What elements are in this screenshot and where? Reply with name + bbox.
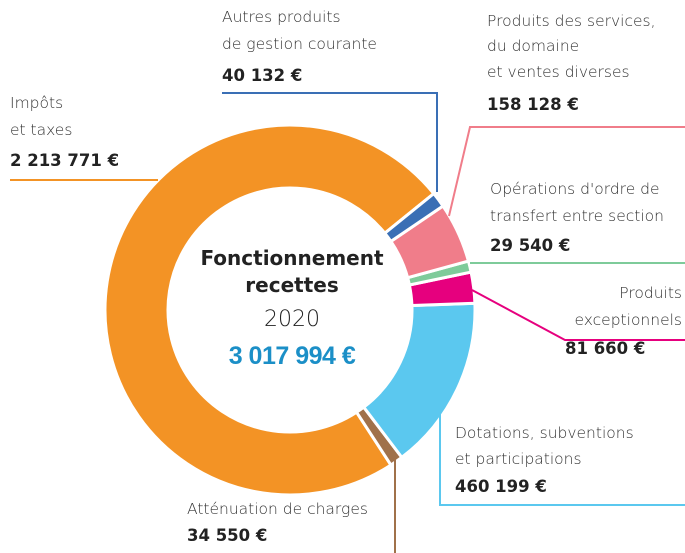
slice-label: transfert entre section bbox=[490, 207, 664, 225]
center-total: 3 017 994 € bbox=[229, 342, 356, 370]
slice-label: Produits bbox=[619, 284, 682, 302]
donut-slice bbox=[388, 203, 471, 280]
value-label: 2 213 771 € bbox=[10, 151, 119, 170]
slice-label: du domaine bbox=[487, 37, 579, 55]
slice-label: Autres produits bbox=[222, 8, 341, 26]
donut-slice bbox=[382, 191, 446, 244]
leader-line bbox=[439, 398, 685, 506]
slice-label: Produits des services, bbox=[487, 12, 656, 30]
donut-slice bbox=[103, 123, 436, 497]
slice-label: et participations bbox=[455, 450, 582, 468]
slice-label: Opérations d'ordre de bbox=[490, 180, 660, 198]
donut-slice bbox=[361, 301, 477, 460]
slice-label: et ventes diverses bbox=[487, 63, 630, 81]
leader-line bbox=[471, 289, 685, 341]
labels: Autres produits de gestion courante 40 132… bbox=[10, 8, 685, 553]
value-label: 460 199 € bbox=[455, 477, 547, 496]
value-label: 40 132 € bbox=[222, 66, 302, 85]
center-title: Fonctionnement bbox=[200, 246, 384, 270]
slice-label: de gestion courante bbox=[222, 35, 377, 53]
center-year: 2020 bbox=[264, 307, 320, 332]
donut-slice bbox=[407, 270, 477, 308]
slice-label: Atténuation de charges bbox=[187, 500, 368, 518]
leader-line bbox=[448, 126, 685, 217]
slice-label: Impôts bbox=[10, 94, 63, 112]
slice-label: exceptionnels bbox=[575, 311, 683, 329]
value-label: 29 540 € bbox=[490, 236, 570, 255]
center-title: recettes bbox=[245, 273, 338, 297]
slice-label: Dotations, subventions bbox=[455, 424, 634, 442]
value-label: 81 660 € bbox=[565, 339, 645, 358]
value-label: 34 550 € bbox=[187, 526, 267, 545]
slice-label: et taxes bbox=[10, 121, 72, 139]
leader-line bbox=[222, 92, 438, 192]
value-label: 158 128 € bbox=[487, 95, 579, 114]
